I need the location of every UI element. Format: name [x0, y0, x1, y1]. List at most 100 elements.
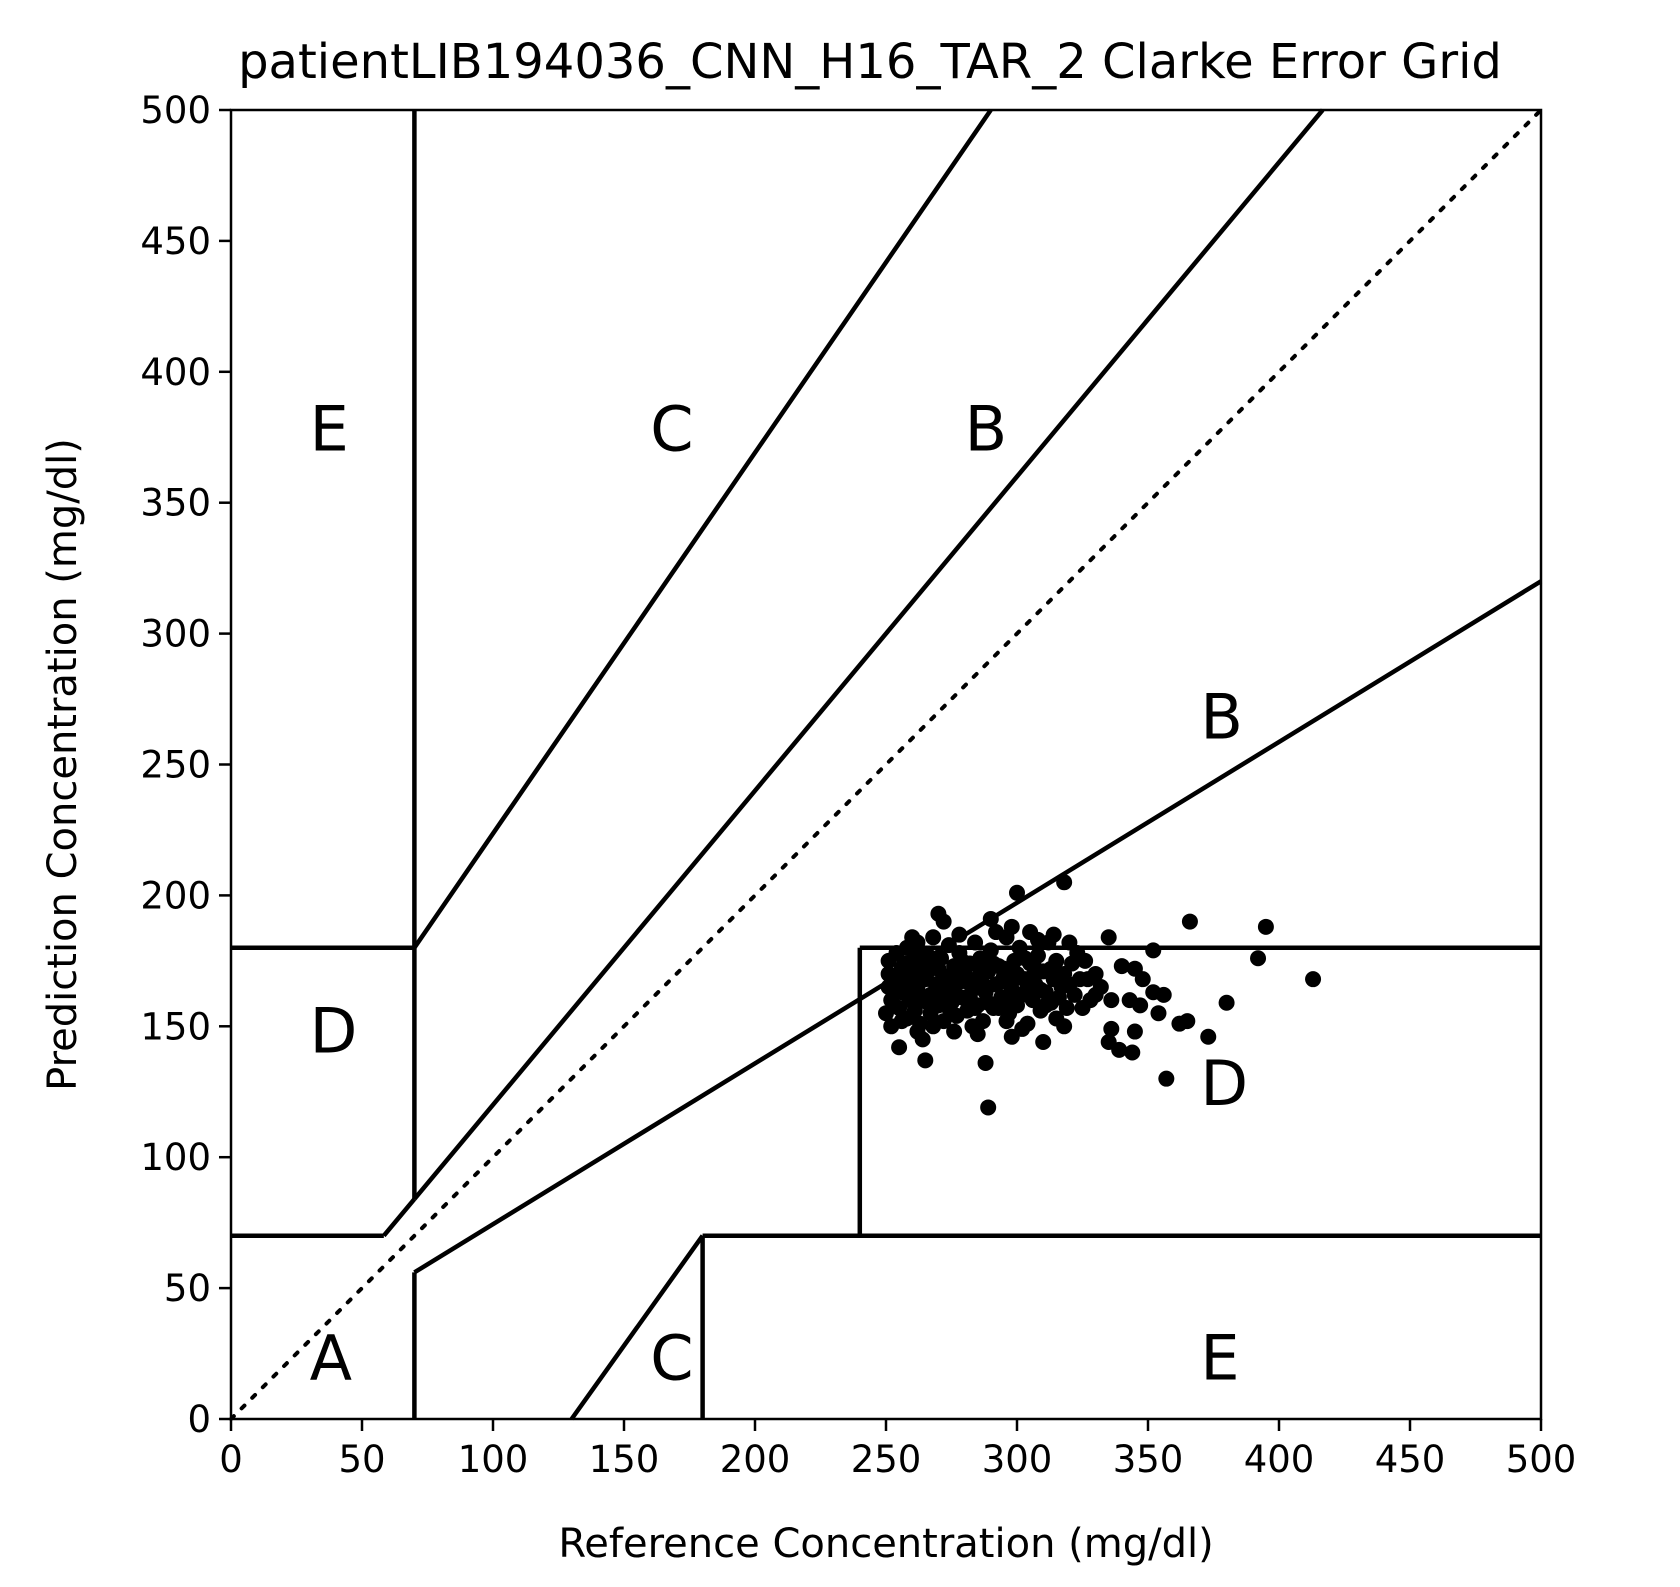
x-tick-label: 400: [1244, 1438, 1315, 1481]
data-point: [974, 1013, 991, 1030]
data-point: [1079, 971, 1096, 988]
x-tick-label: 500: [1506, 1438, 1577, 1481]
y-tick-label: 200: [140, 874, 211, 917]
data-point: [893, 1013, 910, 1030]
x-tick-label: 200: [720, 1438, 791, 1481]
data-point: [974, 976, 991, 993]
y-tick-label: 350: [140, 482, 211, 525]
zone-lines: [229, 108, 1543, 1421]
x-tick-label: 350: [1113, 1438, 1184, 1481]
data-point: [948, 965, 965, 982]
x-tick-label: 250: [851, 1438, 922, 1481]
data-point: [1103, 1020, 1120, 1037]
data-point: [1257, 918, 1274, 935]
data-point: [896, 955, 913, 972]
data-point: [1058, 999, 1075, 1016]
y-axis-label: Prediction Concentration (mg/dl): [40, 438, 86, 1091]
data-point: [904, 929, 921, 946]
data-point: [995, 960, 1012, 977]
x-tick-label: 0: [219, 1438, 243, 1481]
data-point: [912, 947, 929, 964]
data-point: [1009, 884, 1025, 901]
data-point: [980, 1099, 997, 1116]
data-point: [1092, 979, 1109, 996]
data-point: [891, 1039, 908, 1056]
data-point: [1132, 997, 1149, 1014]
y-tick-label: 500: [140, 89, 211, 132]
data-point: [1124, 1044, 1141, 1061]
data-point: [1029, 947, 1046, 964]
zone-label-d: D: [310, 994, 358, 1067]
data-point: [1037, 997, 1054, 1014]
x-tick-label: 100: [458, 1438, 529, 1481]
data-point: [1250, 950, 1267, 967]
data-point: [977, 1054, 994, 1071]
data-point: [885, 997, 902, 1014]
y-tick-label: 150: [140, 1005, 211, 1048]
data-point: [1066, 986, 1083, 1003]
data-point: [1155, 986, 1172, 1003]
data-point: [1145, 942, 1162, 959]
data-point: [1056, 1018, 1073, 1035]
data-point: [972, 963, 989, 980]
data-point: [1218, 994, 1235, 1011]
data-point: [1082, 992, 1099, 1009]
data-point: [1011, 986, 1028, 1003]
data-point: [1200, 1028, 1217, 1045]
data-point: [940, 999, 957, 1016]
data-point: [982, 910, 999, 927]
data-point: [1305, 971, 1322, 988]
data-point: [1069, 944, 1086, 961]
identity-line: [229, 108, 1543, 1421]
zone-label-b: B: [965, 392, 1008, 465]
y-axis-ticks: 0 50 100 150 200 250 300 350 400 450 500: [140, 89, 231, 1441]
x-tick-label: 300: [982, 1438, 1053, 1481]
data-point: [1050, 971, 1067, 988]
data-point: [993, 973, 1010, 990]
data-point: [1014, 1020, 1031, 1037]
data-point: [888, 971, 905, 988]
data-point: [1158, 1070, 1175, 1087]
data-point: [961, 989, 978, 1006]
zone-boundary-line: [569, 1234, 705, 1421]
data-point: [1027, 960, 1044, 977]
data-point: [1100, 929, 1117, 946]
zone-boundary-line: [413, 579, 1543, 1275]
zone-label-a: A: [310, 1322, 352, 1395]
zone-boundary-line: [412, 108, 993, 950]
data-point: [909, 1023, 926, 1040]
data-point: [1134, 971, 1151, 988]
zone-label-b: B: [1200, 680, 1243, 753]
zone-label-e: E: [1200, 1322, 1239, 1395]
data-point: [990, 999, 1007, 1016]
data-point: [1179, 1013, 1196, 1030]
data-point: [988, 924, 1005, 941]
y-tick-label: 100: [140, 1136, 211, 1179]
data-point: [1056, 874, 1073, 891]
data-point: [1126, 1023, 1143, 1040]
data-point: [919, 963, 936, 980]
chart-title: patientLIB194036_CNN_H16_TAR_2 Clarke Er…: [238, 34, 1502, 90]
y-tick-label: 300: [140, 613, 211, 656]
data-point: [967, 934, 984, 951]
y-tick-label: 400: [140, 351, 211, 394]
zone-boundary-line: [382, 1197, 417, 1238]
zone-label-e: E: [310, 392, 349, 465]
data-point: [925, 929, 942, 946]
data-point: [946, 1023, 963, 1040]
data-point: [925, 989, 942, 1006]
data-point: [1113, 958, 1130, 975]
data-point: [1035, 1034, 1052, 1051]
x-axis-label: Reference Concentration (mg/dl): [558, 1521, 1213, 1567]
zone-label-c: C: [650, 1322, 693, 1395]
data-point: [1181, 913, 1198, 930]
data-point: [951, 926, 968, 943]
y-tick-label: 250: [140, 744, 211, 787]
x-tick-label: 150: [589, 1438, 660, 1481]
x-axis-ticks: 0 50 100 150 200 250 300 350 400 450 500: [219, 1419, 1576, 1481]
data-points: [878, 874, 1322, 1116]
data-point: [1032, 981, 1049, 998]
y-tick-label: 0: [187, 1398, 211, 1441]
zone-label-d: D: [1200, 1047, 1248, 1120]
data-point: [935, 913, 952, 930]
